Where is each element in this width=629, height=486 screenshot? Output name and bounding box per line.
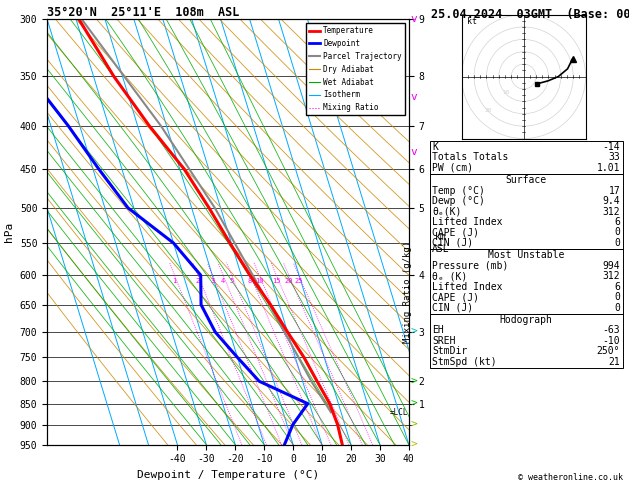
Text: Dewp (°C): Dewp (°C) [432, 196, 485, 206]
Text: Hodograph: Hodograph [499, 315, 553, 325]
Text: Temp (°C): Temp (°C) [432, 186, 485, 196]
Text: 0: 0 [615, 302, 620, 312]
Text: 9.4: 9.4 [603, 196, 620, 206]
Text: kt: kt [467, 17, 477, 27]
Text: 10: 10 [502, 90, 509, 95]
Text: >: > [411, 376, 417, 386]
Text: 25.04.2024  03GMT  (Base: 00): 25.04.2024 03GMT (Base: 00) [431, 8, 629, 21]
Text: =LCL: =LCL [389, 408, 408, 417]
Text: 250°: 250° [597, 347, 620, 356]
Text: 8: 8 [248, 278, 252, 284]
Text: 0: 0 [615, 238, 620, 248]
Text: Totals Totals: Totals Totals [432, 153, 508, 162]
Text: K: K [432, 142, 438, 152]
Text: v: v [411, 15, 417, 24]
Text: -14: -14 [603, 142, 620, 152]
Text: 0: 0 [615, 227, 620, 238]
Text: 6: 6 [615, 217, 620, 227]
Text: 1: 1 [172, 278, 177, 284]
Text: v: v [411, 92, 417, 102]
Text: Pressure (mb): Pressure (mb) [432, 260, 508, 271]
Text: Mixing Ratio (g/kg): Mixing Ratio (g/kg) [403, 241, 412, 343]
Text: 312: 312 [603, 271, 620, 281]
Text: CIN (J): CIN (J) [432, 302, 473, 312]
Text: SREH: SREH [432, 336, 455, 346]
X-axis label: Dewpoint / Temperature (°C): Dewpoint / Temperature (°C) [137, 470, 319, 480]
Text: 312: 312 [603, 207, 620, 217]
Text: θₑ(K): θₑ(K) [432, 207, 462, 217]
Text: CAPE (J): CAPE (J) [432, 227, 479, 238]
Text: StmSpd (kt): StmSpd (kt) [432, 357, 497, 367]
Text: Lifted Index: Lifted Index [432, 282, 503, 292]
Text: 17: 17 [608, 186, 620, 196]
Text: 6: 6 [615, 282, 620, 292]
Text: 21: 21 [608, 357, 620, 367]
Text: 25: 25 [294, 278, 303, 284]
Text: EH: EH [432, 326, 444, 335]
Text: © weatheronline.co.uk: © weatheronline.co.uk [518, 473, 623, 482]
Text: 994: 994 [603, 260, 620, 271]
Text: 3: 3 [210, 278, 214, 284]
Text: PW (cm): PW (cm) [432, 163, 473, 173]
Text: v: v [411, 147, 417, 157]
Text: 15: 15 [272, 278, 281, 284]
Text: Lifted Index: Lifted Index [432, 217, 503, 227]
Text: 10: 10 [255, 278, 264, 284]
Text: 20: 20 [484, 108, 492, 113]
Text: >: > [411, 399, 417, 409]
Text: θₑ (K): θₑ (K) [432, 271, 467, 281]
Text: 35°20'N  25°11'E  108m  ASL: 35°20'N 25°11'E 108m ASL [47, 6, 240, 19]
Text: 1.01: 1.01 [597, 163, 620, 173]
Text: 5: 5 [230, 278, 234, 284]
Text: CIN (J): CIN (J) [432, 238, 473, 248]
Text: 33: 33 [608, 153, 620, 162]
Legend: Temperature, Dewpoint, Parcel Trajectory, Dry Adiabat, Wet Adiabat, Isotherm, Mi: Temperature, Dewpoint, Parcel Trajectory… [306, 23, 405, 115]
Text: >: > [411, 420, 417, 430]
Text: >: > [411, 440, 417, 450]
Text: 20: 20 [284, 278, 293, 284]
Text: 4: 4 [221, 278, 225, 284]
Text: Surface: Surface [506, 175, 547, 185]
Text: -63: -63 [603, 326, 620, 335]
Text: -10: -10 [603, 336, 620, 346]
Text: 2: 2 [196, 278, 200, 284]
Text: StmDir: StmDir [432, 347, 467, 356]
Text: CAPE (J): CAPE (J) [432, 292, 479, 302]
Text: >: > [411, 327, 417, 337]
Text: 0: 0 [615, 292, 620, 302]
Y-axis label: hPa: hPa [4, 222, 14, 242]
Text: Most Unstable: Most Unstable [488, 250, 564, 260]
Y-axis label: km
ASL: km ASL [432, 232, 450, 254]
